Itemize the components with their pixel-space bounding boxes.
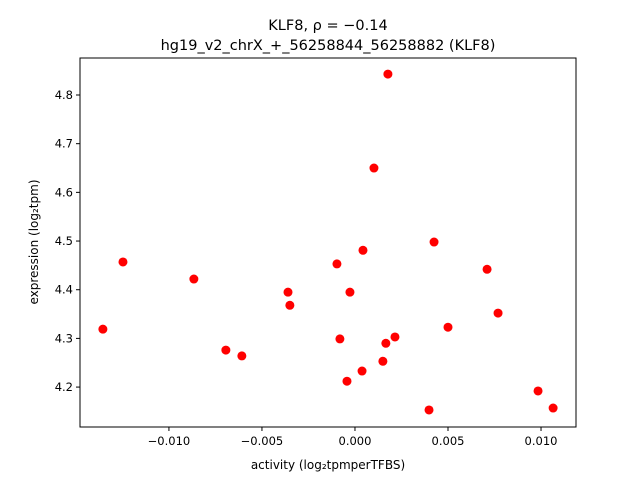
data-point [383, 69, 393, 79]
data-point [548, 403, 558, 413]
y-axis-label: expression (log₂tpm) [27, 179, 41, 304]
data-point [493, 308, 503, 318]
y-tick-label: 4.8 [55, 88, 73, 102]
data-point [429, 237, 439, 247]
x-tick-label: −0.010 [148, 434, 191, 448]
data-point [358, 245, 368, 255]
data-point [345, 287, 355, 297]
data-point [443, 322, 453, 332]
chart-title-line2: hg19_v2_chrX_+_56258844_56258882 (KLF8) [161, 38, 496, 54]
y-tick-label: 4.2 [55, 380, 73, 394]
data-point [98, 324, 108, 334]
x-tick-label: 0.010 [525, 434, 558, 448]
data-point [332, 259, 342, 269]
data-point [381, 338, 391, 348]
data-point [118, 257, 128, 267]
y-tick-label: 4.4 [55, 283, 73, 297]
y-axis: 4.2 4.3 4.4 4.5 4.6 4.7 4.8 [55, 88, 80, 394]
y-tick-label: 4.7 [55, 137, 73, 151]
points-layer [98, 69, 558, 415]
y-tick-label: 4.3 [55, 331, 73, 345]
x-tick-label: 0.005 [432, 434, 465, 448]
data-point [221, 345, 231, 355]
data-point [189, 274, 199, 284]
data-point [378, 356, 388, 366]
data-point [533, 386, 543, 396]
data-point [285, 300, 295, 310]
data-point [335, 334, 345, 344]
data-point [357, 366, 367, 376]
x-tick-label: 0.000 [339, 434, 372, 448]
x-axis: −0.010 −0.005 0.000 0.005 0.010 [148, 427, 558, 448]
data-point [424, 405, 434, 415]
data-point [390, 332, 400, 342]
y-tick-label: 4.6 [55, 185, 73, 199]
data-point [283, 287, 293, 297]
data-point [237, 351, 247, 361]
x-axis-label: activity (log₂tpmperTFBS) [251, 458, 405, 472]
plot-frame [79, 57, 577, 428]
data-point [369, 163, 379, 173]
chart-title-line1: KLF8, ρ = −0.14 [268, 18, 387, 34]
data-point [342, 376, 352, 386]
x-tick-label: −0.005 [241, 434, 284, 448]
y-tick-label: 4.5 [55, 234, 73, 248]
data-point [482, 264, 492, 274]
